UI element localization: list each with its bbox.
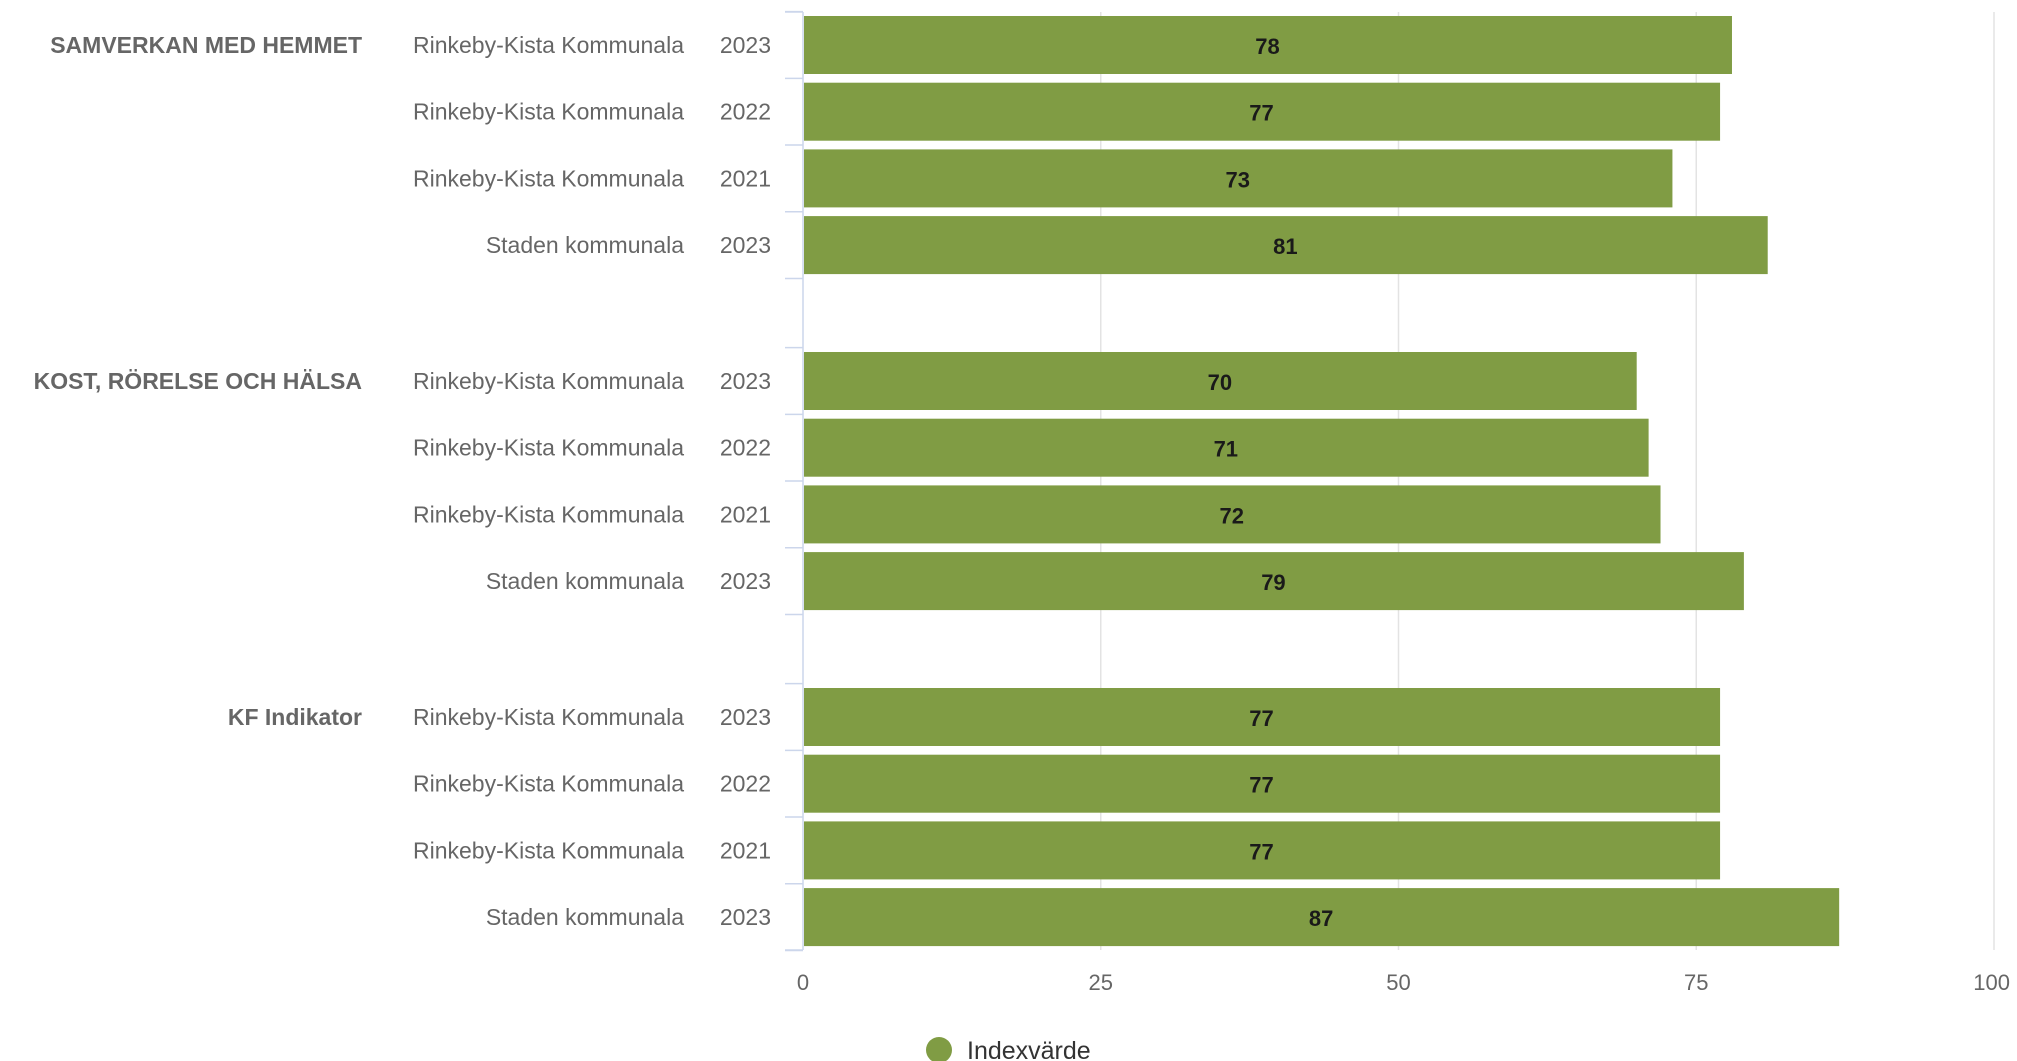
category-label: Rinkeby-Kista Kommunala bbox=[413, 771, 684, 797]
bar[interactable] bbox=[804, 418, 1649, 477]
year-label: 2023 bbox=[720, 704, 771, 730]
bar[interactable] bbox=[804, 688, 1721, 746]
data-label: 72 bbox=[1220, 503, 1244, 528]
data-label: 81 bbox=[1273, 234, 1297, 259]
bars: 78 77 73 81 70 71 72 79 77 77 77 87 bbox=[804, 16, 1840, 947]
data-label: 77 bbox=[1249, 706, 1273, 731]
year-label: 2022 bbox=[720, 435, 771, 461]
legend[interactable]: Indexvärde bbox=[926, 1037, 1091, 1061]
bar[interactable] bbox=[804, 754, 1721, 813]
bar[interactable] bbox=[804, 82, 1721, 141]
data-label: 73 bbox=[1225, 167, 1249, 192]
category-label: Staden kommunala bbox=[486, 568, 684, 594]
group-label: KOST, RÖRELSE OCH HÄLSA bbox=[34, 368, 362, 394]
group-label: KF Indikator bbox=[228, 704, 362, 730]
year-label: 2023 bbox=[720, 32, 771, 58]
category-label: Staden kommunala bbox=[486, 904, 684, 930]
data-label: 77 bbox=[1249, 839, 1273, 864]
category-label: Rinkeby-Kista Kommunala bbox=[413, 165, 684, 191]
category-label: Rinkeby-Kista Kommunala bbox=[413, 99, 684, 125]
year-label: 2021 bbox=[720, 501, 771, 527]
data-label: 77 bbox=[1249, 773, 1273, 798]
x-axis-ticks: 0 25 50 75 100 bbox=[797, 970, 2010, 995]
legend-label: Indexvärde bbox=[967, 1037, 1091, 1061]
category-label: Rinkeby-Kista Kommunala bbox=[413, 501, 684, 527]
data-label: 70 bbox=[1208, 370, 1232, 395]
x-tick-label: 100 bbox=[1973, 970, 2010, 995]
x-tick-label: 0 bbox=[797, 970, 809, 995]
y-axis bbox=[785, 10, 804, 952]
x-tick-label: 25 bbox=[1089, 970, 1113, 995]
year-label: 2023 bbox=[720, 368, 771, 394]
category-label: Rinkeby-Kista Kommunala bbox=[413, 435, 684, 461]
bar[interactable] bbox=[804, 352, 1637, 410]
bar[interactable] bbox=[804, 485, 1661, 544]
data-label: 77 bbox=[1249, 101, 1273, 126]
bar[interactable] bbox=[804, 821, 1721, 880]
bar[interactable] bbox=[804, 888, 1840, 947]
year-label: 2021 bbox=[720, 837, 771, 863]
bar[interactable] bbox=[804, 552, 1744, 611]
bar[interactable] bbox=[804, 16, 1732, 74]
year-label: 2023 bbox=[720, 232, 771, 258]
category-label: Rinkeby-Kista Kommunala bbox=[413, 32, 684, 58]
category-label: Rinkeby-Kista Kommunala bbox=[413, 368, 684, 394]
category-label: Rinkeby-Kista Kommunala bbox=[413, 837, 684, 863]
x-tick-label: 50 bbox=[1386, 970, 1410, 995]
category-label: Staden kommunala bbox=[486, 232, 684, 258]
year-label: 2023 bbox=[720, 904, 771, 930]
year-label: 2022 bbox=[720, 99, 771, 125]
data-label: 78 bbox=[1255, 34, 1279, 59]
data-label: 71 bbox=[1214, 437, 1238, 462]
legend-marker-icon bbox=[926, 1037, 952, 1061]
bar[interactable] bbox=[804, 216, 1768, 275]
year-label: 2023 bbox=[720, 568, 771, 594]
data-label: 79 bbox=[1261, 570, 1285, 595]
data-label: 87 bbox=[1309, 906, 1333, 931]
category-label: Rinkeby-Kista Kommunala bbox=[413, 704, 684, 730]
year-label: 2021 bbox=[720, 165, 771, 191]
bar[interactable] bbox=[804, 149, 1673, 208]
category-labels: SAMVERKAN MED HEMMET Rinkeby-Kista Kommun… bbox=[34, 32, 771, 930]
x-tick-label: 75 bbox=[1684, 970, 1708, 995]
year-label: 2022 bbox=[720, 771, 771, 797]
group-label: SAMVERKAN MED HEMMET bbox=[50, 32, 362, 58]
